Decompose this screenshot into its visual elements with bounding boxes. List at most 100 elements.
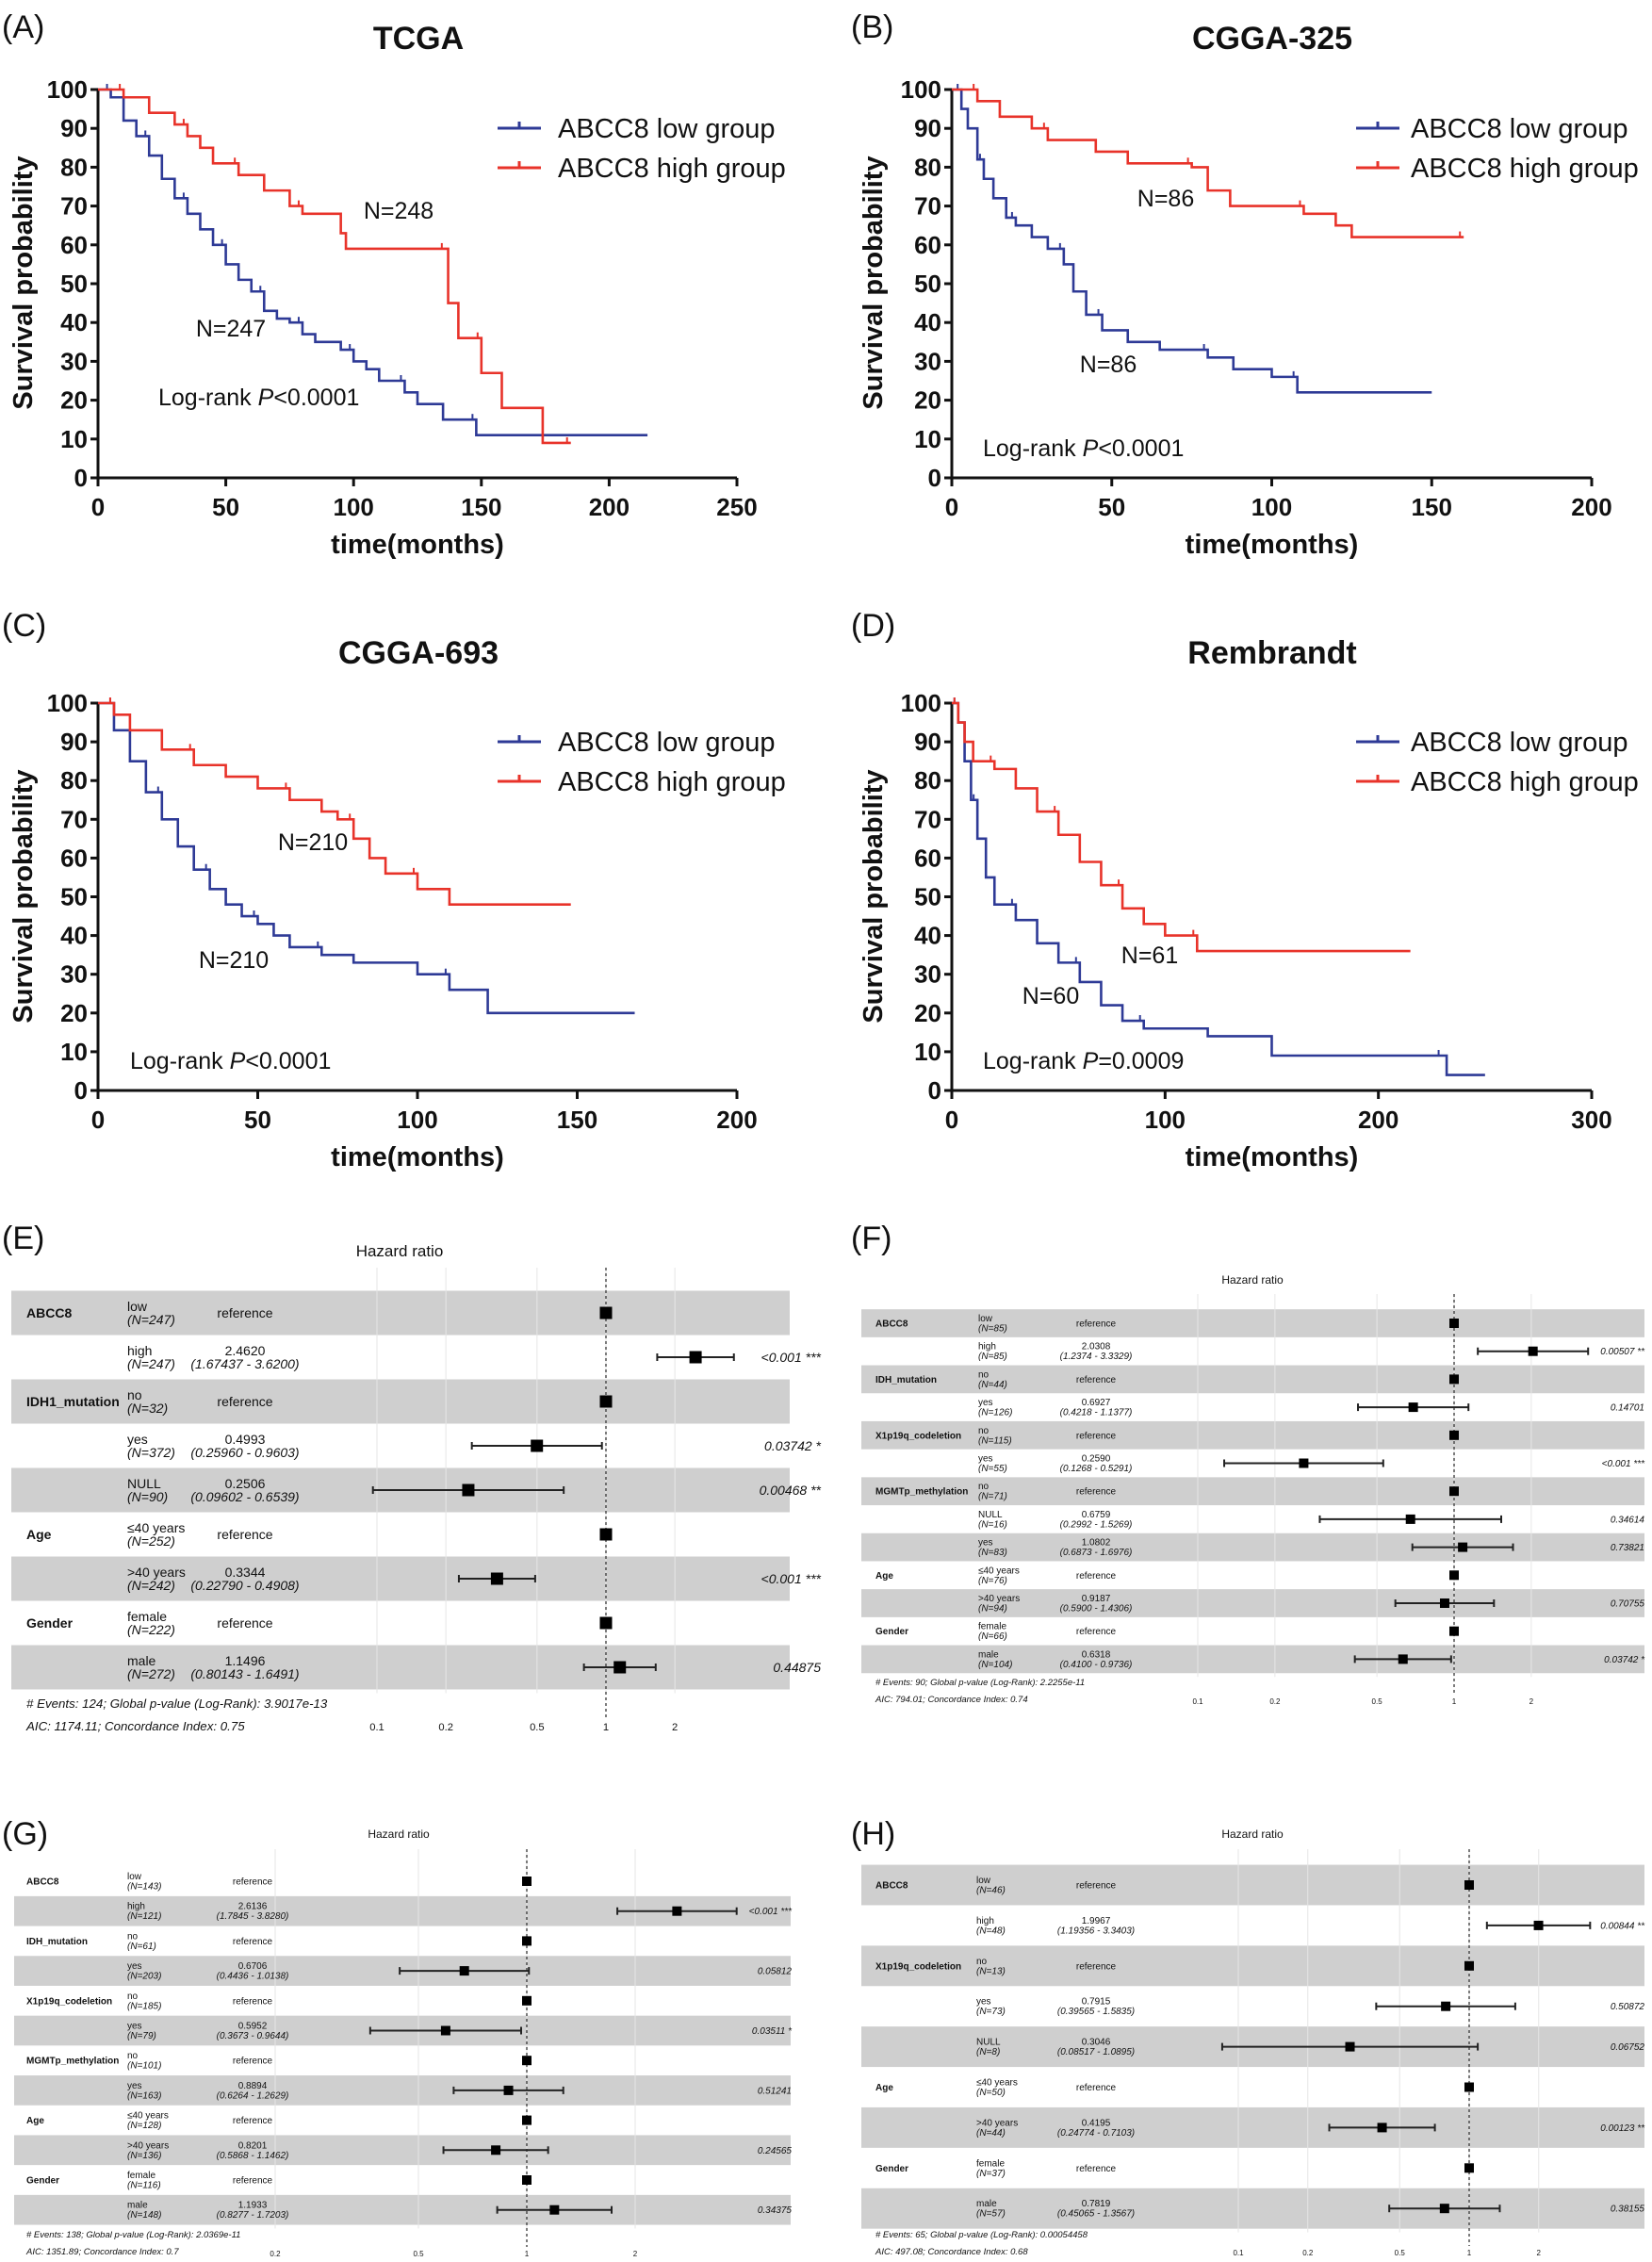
p-value: 0.44875 (773, 1660, 821, 1675)
confidence-interval: (1.2374 - 3.3329) (1060, 1352, 1133, 1362)
hr-point (1377, 2123, 1387, 2133)
y-tick-label: 60 (60, 231, 88, 259)
model-summary: AIC: 1351.89; Concordance Index: 0.7 (25, 2247, 179, 2257)
y-tick-label: 100 (901, 689, 941, 717)
p-value: 0.00507 ** (1600, 1347, 1645, 1357)
variable-name: MGMTp_methylation (26, 2057, 119, 2067)
y-tick-label: 90 (60, 114, 88, 142)
forest-row: Age ≤40 years(N=252) reference (26, 1520, 613, 1549)
variable-name: Gender (875, 1627, 908, 1637)
variable-name: Age (875, 2083, 893, 2093)
level-label: yes (127, 2022, 142, 2032)
p-value: 0.03742 * (1604, 1655, 1645, 1665)
n-label: (N=46) (976, 1886, 1006, 1896)
reference-label: reference (233, 1996, 273, 2007)
n-label: (N=203) (127, 1972, 161, 1982)
reference-label: reference (1076, 1431, 1117, 1441)
model-summary: AIC: 497.08; Concordance Index: 0.68 (875, 2247, 1028, 2257)
row-band (861, 1365, 1644, 1394)
model-summary: # Events: 138; Global p-value (Log-Rank)… (26, 2230, 240, 2240)
reference-label: reference (1076, 2164, 1117, 2174)
variable-name: Age (26, 2116, 44, 2126)
hr-point (491, 2145, 501, 2155)
confidence-interval: (0.4436 - 1.0138) (217, 1972, 289, 1982)
hr-point (549, 2205, 560, 2215)
confidence-interval: (1.19356 - 3.3403) (1057, 1926, 1135, 1936)
forest-row: yes(N=79) 0.5952(0.3673 - 0.9644) 0.03511 … (127, 2022, 793, 2042)
x-tick-label: 200 (1358, 1106, 1398, 1134)
hr-point (1449, 1374, 1459, 1385)
y-tick-label: 70 (60, 192, 88, 221)
hr-point (440, 2025, 450, 2036)
n-label: (N=136) (127, 2151, 161, 2161)
panel-label: (A) (2, 9, 44, 45)
level-label: ≤40 years (127, 2111, 169, 2122)
hr-point (522, 1936, 532, 1946)
level-label: high (978, 1342, 996, 1352)
hr-point (522, 1995, 532, 2006)
forest-row: ABCC8 low(N=143) reference (26, 1872, 532, 1893)
hr-point (599, 1528, 613, 1541)
forest-row: ABCC8 low(N=46) reference (875, 1876, 1474, 1896)
hazard-ratio: 0.6706 (238, 1961, 268, 1972)
n-label: (N=57) (976, 2209, 1006, 2220)
n-label: (N=71) (978, 1492, 1007, 1502)
x-tick-label: 200 (589, 493, 630, 521)
forest-row: IDH_mutation no(N=61) reference (26, 1931, 532, 1952)
n-label: (N=13) (976, 1966, 1006, 1976)
y-tick-label: 80 (914, 766, 941, 795)
y-tick-label: 100 (47, 689, 88, 717)
level-label: NULL (978, 1510, 1003, 1520)
level-label: female (976, 2158, 1005, 2169)
n-label: (N=272) (127, 1666, 175, 1681)
hazard-ratio: 1.1496 (225, 1653, 266, 1668)
reference-label: reference (1076, 1961, 1117, 1972)
forest-row: Age ≤40 years(N=128) reference (26, 2111, 532, 2131)
hr-point (1441, 2001, 1451, 2011)
x-tick-label: 150 (461, 493, 501, 521)
km-panel-1: (B) CGGA-325 0 10 20 30 40 50 60 70 80 90 100 0 50 100 1… (851, 9, 1639, 560)
n-label: (N=143) (127, 1882, 161, 1893)
forest-row: ABCC8 low(N=85) reference (875, 1314, 1459, 1335)
hazard-ratio: 0.2590 (1082, 1454, 1111, 1465)
y-tick-label: 80 (60, 766, 88, 795)
n-label: (N=16) (978, 1519, 1007, 1530)
hr-point (689, 1351, 702, 1364)
n-annotation: N=247 (196, 316, 266, 342)
hr-point (1345, 2041, 1355, 2052)
hazard-ratio: 0.8894 (238, 2081, 268, 2091)
y-tick-label: 0 (74, 1076, 88, 1105)
logrank-annotation: Log-rank P<0.0001 (158, 385, 359, 411)
y-axis-label: Survival probability (859, 769, 889, 1023)
variable-name: Gender (26, 1615, 74, 1631)
forest-row: yes(N=203) 0.6706(0.4436 - 1.0138) 0.05812 (127, 1961, 792, 1982)
y-tick-label: 70 (60, 805, 88, 833)
hazard-ratio: 0.6927 (1082, 1398, 1111, 1408)
n-label: (N=148) (127, 2210, 161, 2221)
y-tick-label: 20 (914, 386, 941, 415)
panel-label: (B) (851, 9, 893, 45)
n-label: (N=242) (127, 1578, 175, 1593)
variable-name: X1p19q_codeletion (875, 1431, 961, 1441)
chart-title: CGGA-693 (338, 635, 499, 671)
logrank-prefix: Log-rank (130, 1048, 230, 1074)
hr-point (1449, 1486, 1459, 1497)
y-tick-label: 20 (60, 386, 88, 415)
p-value: 0.00844 ** (1600, 1921, 1645, 1931)
reference-label: reference (1076, 1375, 1117, 1385)
level-label: no (978, 1482, 990, 1492)
n-label: (N=44) (978, 1380, 1007, 1390)
hazard-ratio: 0.2506 (225, 1476, 266, 1491)
hazard-ratio: 0.7819 (1082, 2199, 1111, 2209)
forest-row: ABCC8 low(N=247) reference (26, 1299, 613, 1327)
confidence-interval: (0.24774 - 0.7103) (1057, 2128, 1135, 2139)
x-tick-label: 0 (91, 1106, 105, 1134)
hazard-ratio: 0.6759 (1082, 1510, 1111, 1520)
forest-row: male(N=57) 0.7819(0.45065 - 1.3567) 0.3815… (976, 2199, 1644, 2220)
hr-point (1449, 1570, 1459, 1581)
p-value: <0.001 *** (749, 1907, 793, 1917)
x-axis-label: time(months) (331, 530, 504, 560)
hr-point (459, 1966, 469, 1976)
forest-row: Age ≤40 years(N=50) reference (875, 2078, 1474, 2098)
